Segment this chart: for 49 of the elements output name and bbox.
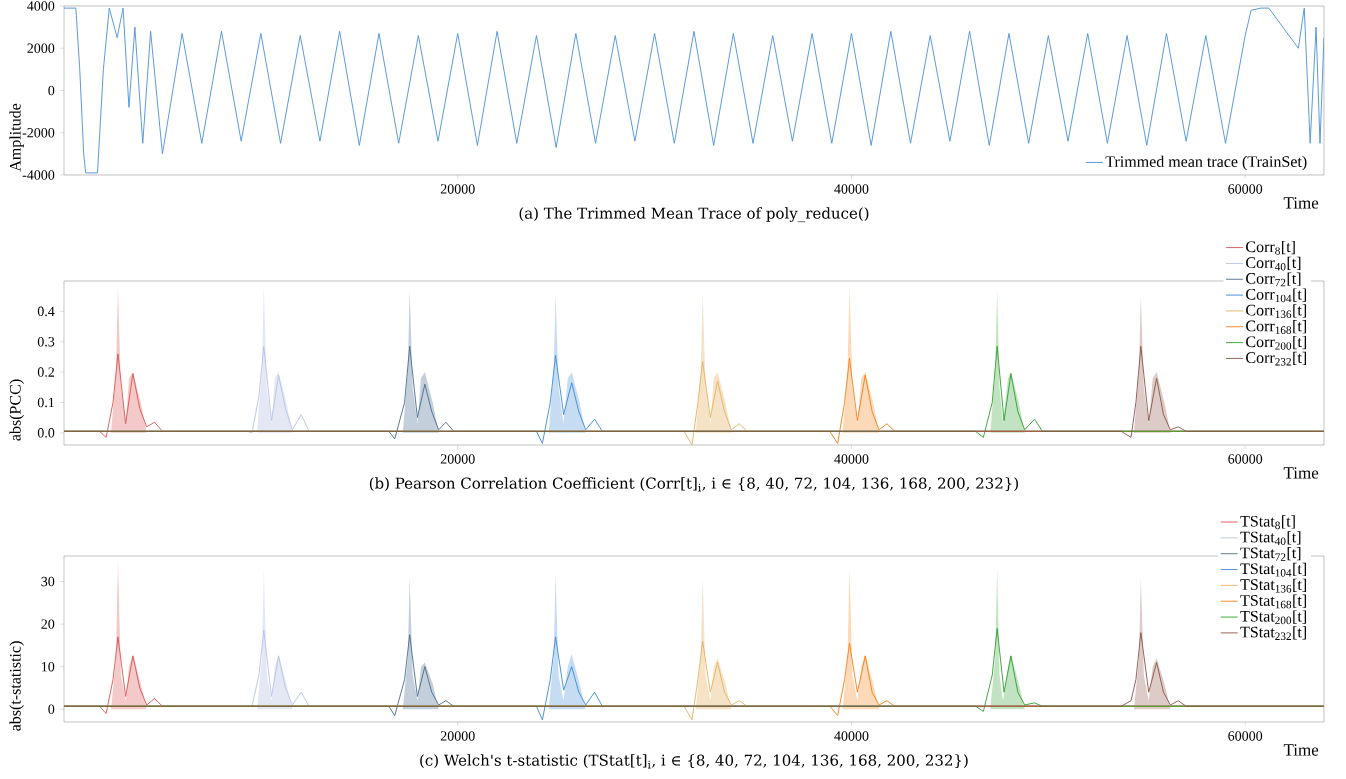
- legend-label: Corr$_{8}$[t]: [1246, 240, 1295, 255]
- legend-label: TStat$_{8}$[t]: [1240, 515, 1295, 530]
- text: (a) The Trimmed Mean Trace of poly_reduce(): [519, 207, 869, 223]
- y-tick-label: 4000: [27, 1, 55, 11]
- x-tick-label: 60000: [1228, 454, 1263, 464]
- legend-label: TStat$_{168}$[t]: [1240, 594, 1306, 609]
- y-axis-title: Amplitude: [9, 103, 24, 172]
- y-axis-title: abs(PCC): [9, 379, 24, 441]
- legend-label: TStat$_{104}$[t]: [1240, 562, 1306, 577]
- legend-label: TStat$_{232}$[t]: [1240, 626, 1306, 641]
- legend-label: Corr$_{232}$[t]: [1246, 351, 1306, 366]
- x-axis-title: Time: [1283, 744, 1319, 756]
- x-tick-label: 40000: [834, 731, 869, 741]
- y-tick-label: 0.4: [37, 306, 55, 317]
- legend-label: TStat$_{72}$[t]: [1240, 547, 1301, 561]
- y-tick-label: 0: [48, 85, 55, 96]
- legend-label: Trimmed mean trace (TrainSet): [1105, 155, 1307, 171]
- y-tick-label: 0.2: [37, 367, 55, 377]
- legend-label: TStat$_{200}$[t]: [1240, 610, 1306, 625]
- y-axis-title: abs(t-statistic): [9, 641, 24, 731]
- y-tick-label: 0.1: [37, 397, 54, 408]
- y-tick-label: 0.0: [37, 428, 55, 438]
- x-tick-label: 40000: [834, 454, 869, 464]
- y-tick-label: 30: [41, 576, 55, 587]
- x-tick-label: 20000: [440, 731, 475, 741]
- y-tick-label: 10: [42, 661, 55, 672]
- y-tick-label: 0: [48, 704, 55, 714]
- legend-label: Corr$_{72}$[t]: [1246, 272, 1301, 287]
- text: (b) Pearson Correlation Coefficient (Corr[t]$_{i}$, i ∈ {8, 40, 72, 104, 136, 168, 200, 232}): [369, 477, 1019, 492]
- y-tick-label: 2000: [27, 43, 55, 53]
- x-tick-label: 60000: [1228, 731, 1263, 741]
- x-tick-label: 20000: [440, 184, 475, 194]
- legend-label: TStat$_{136}$[t]: [1240, 578, 1306, 593]
- legend-label: Corr$_{200}$[t]: [1246, 335, 1306, 350]
- text: (c) Welch's t-statistic (TStat[t]$_{i}$, i ∈ {8, 40, 72, 104, 136, 168, 200, 232}): [420, 754, 968, 769]
- x-tick-label: 60000: [1228, 184, 1263, 194]
- legend-label: Corr$_{136}$[t]: [1246, 304, 1306, 319]
- x-axis-title: Time: [1283, 197, 1319, 209]
- legend-label: Corr$_{104}$[t]: [1246, 288, 1306, 303]
- legend-label: Corr$_{168}$[t]: [1246, 320, 1306, 334]
- x-tick-label: 20000: [440, 454, 475, 464]
- y-tick-label: -2000: [22, 128, 55, 138]
- y-tick-label: 20: [41, 619, 55, 629]
- y-tick-label: -4000: [22, 170, 55, 180]
- legend-label: Corr$_{40}$[t]: [1246, 256, 1301, 271]
- legend-label: TStat$_{40}$[t]: [1240, 531, 1301, 545]
- x-tick-label: 40000: [834, 184, 869, 194]
- y-tick-label: 0.3: [37, 336, 55, 347]
- x-axis-title: Time: [1283, 467, 1319, 479]
